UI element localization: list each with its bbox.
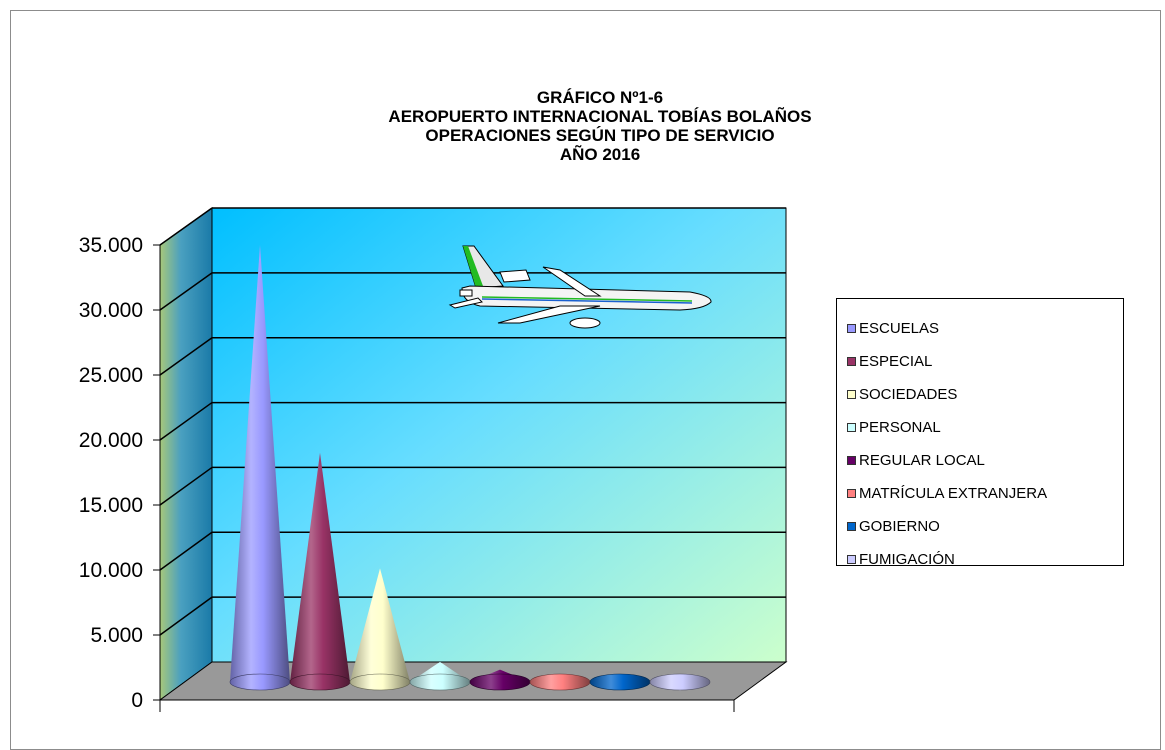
legend-item: PERSONAL (847, 411, 1123, 444)
cone-base (349, 673, 411, 691)
gridline-side (159, 207, 213, 246)
legend-swatch (847, 456, 856, 465)
legend-label: GOBIERNO (859, 518, 940, 535)
legend-label: FUMIGACIÓN (859, 551, 955, 568)
legend-label: MATRÍCULA EXTRANJERA (859, 485, 1048, 502)
legend-swatch (847, 423, 856, 432)
legend-swatch (847, 555, 856, 564)
airplane-icon (448, 245, 712, 329)
cone-body (350, 568, 410, 690)
legend-item: GOBIERNO (847, 510, 1123, 543)
legend-item: MATRÍCULA EXTRANJERA (847, 477, 1123, 510)
y-tick-label: 35.000 (79, 234, 143, 257)
y-tick-label: 0 (131, 689, 143, 712)
legend-item: ESPECIAL (847, 345, 1123, 378)
cone-bar (529, 673, 591, 691)
gridline-side (159, 337, 213, 376)
legend-label: PERSONAL (859, 419, 941, 436)
gridline-side (159, 401, 213, 441)
gridline-side (159, 466, 213, 506)
cone-body (230, 244, 290, 690)
legend: ESCUELAS ESPECIAL SOCIEDADES PERSONAL REGULA… (836, 298, 1124, 568)
chart-title: GRÁFICO Nº1-6 AEROPUERTO INTERNACIONAL T… (300, 88, 900, 164)
chart-plot: 0 5.000 10.000 15.000 20.000 25.000 30.000 35.0… (79, 207, 788, 712)
gridline-side (159, 596, 213, 636)
y-tick-label: 5.000 (90, 624, 143, 647)
cone-bar (649, 673, 711, 691)
cone-base (469, 673, 531, 691)
legend-label: SOCIEDADES (859, 386, 958, 403)
legend-swatch (847, 324, 856, 333)
cone-body (290, 452, 350, 690)
cone-bar (229, 244, 291, 691)
chart-title-line1: GRÁFICO Nº1-6 (536, 88, 664, 107)
y-tick-label: 20.000 (79, 429, 143, 452)
legend-item: SOCIEDADES (847, 378, 1123, 411)
y-tick-label: 30.000 (79, 299, 143, 322)
legend-swatch (847, 522, 856, 531)
cone-base (229, 673, 291, 691)
chart-title-line3: OPERACIONES SEGÚN TIPO DE SERVICIO (425, 126, 775, 145)
y-tick-label: 10.000 (79, 559, 143, 582)
legend-label: ESCUELAS (859, 320, 940, 337)
cone-base (649, 673, 711, 691)
cone-bar (349, 568, 411, 691)
cone-base (409, 673, 471, 691)
side-wall (159, 207, 213, 701)
cone-base (589, 673, 651, 691)
cone-base (529, 673, 591, 691)
legend-swatch (847, 390, 856, 399)
cone-bar (469, 669, 531, 691)
cone-bar (589, 673, 651, 691)
legend-item: ESCUELAS (847, 312, 1123, 345)
y-tick-label: 25.000 (79, 364, 143, 387)
gridline-side (159, 531, 213, 571)
gridline-side (159, 272, 213, 311)
chart-title-line4: AÑO 2016 (559, 145, 641, 164)
cone-base (289, 673, 351, 691)
cone-bar (289, 452, 351, 691)
legend-swatch (847, 357, 856, 366)
legend-label: REGULAR LOCAL (859, 452, 985, 469)
y-tick-label: 15.000 (79, 494, 143, 517)
legend-item: REGULAR LOCAL (847, 444, 1123, 477)
legend-label: ESPECIAL (859, 353, 933, 370)
chart-title-line2: AEROPUERTO INTERNACIONAL TOBÍAS BOLAÑOS (388, 107, 812, 126)
back-wall (211, 207, 787, 663)
legend-item: FUMIGACIÓN (847, 543, 1123, 576)
legend-swatch (847, 489, 856, 498)
